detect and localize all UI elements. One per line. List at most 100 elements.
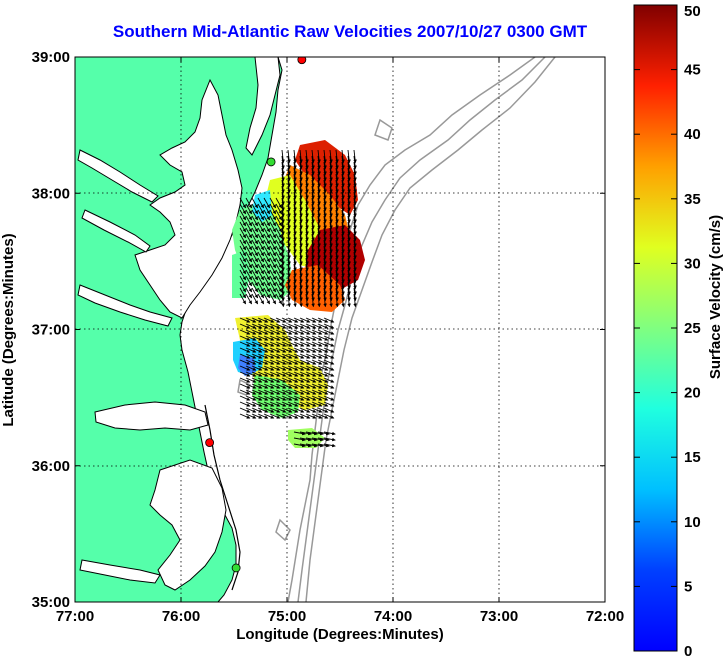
latitude-tick-labels: 39:00 38:00 37:00 36:00 35:00 xyxy=(32,49,70,611)
velocity-vector xyxy=(329,245,333,260)
velocity-vector xyxy=(299,221,303,236)
y-axis-label: Latitude (Degrees:Minutes) xyxy=(0,233,17,426)
velocity-vector xyxy=(257,227,264,239)
velocity-vector xyxy=(347,293,351,308)
velocity-vector xyxy=(323,437,336,442)
velocity-vector xyxy=(299,359,311,365)
velocity-vector xyxy=(329,233,333,248)
velocity-vector xyxy=(257,407,269,413)
velocity-vector xyxy=(341,209,345,224)
velocity-vector xyxy=(293,401,305,407)
velocity-vector xyxy=(239,341,251,347)
velocity-vector xyxy=(347,239,351,254)
velocity-vector xyxy=(263,371,275,377)
velocity-vector xyxy=(269,389,281,395)
velocity-vector xyxy=(275,383,287,389)
velocity-vector xyxy=(287,227,291,242)
velocity-vector xyxy=(257,383,269,389)
velocity-vector xyxy=(299,155,303,170)
velocity-vector xyxy=(299,167,303,182)
velocity-vector xyxy=(275,395,287,401)
velocity-vector xyxy=(269,347,281,353)
velocity-vector xyxy=(305,257,309,272)
velocity-vector xyxy=(287,407,299,413)
velocity-vector xyxy=(251,341,263,347)
lon-tick-label: 74:00 xyxy=(374,608,412,625)
velocity-vector xyxy=(239,227,246,239)
velocity-vector xyxy=(239,257,246,269)
velocity-vector xyxy=(293,191,297,206)
velocity-vector xyxy=(347,221,351,236)
velocity-vector xyxy=(311,329,323,335)
velocity-vector xyxy=(323,371,335,377)
velocity-vector xyxy=(323,383,335,389)
velocity-vector xyxy=(251,401,263,407)
velocity-vector xyxy=(311,407,323,413)
velocity-vector xyxy=(281,377,293,383)
velocity-vector xyxy=(251,239,258,251)
velocity-vector xyxy=(293,407,305,413)
velocity-vector xyxy=(269,335,281,341)
velocity-vector xyxy=(335,215,339,230)
velocity-vector xyxy=(281,413,293,419)
velocity-vector xyxy=(275,203,282,215)
velocity-vector xyxy=(287,281,291,296)
velocity-vector xyxy=(257,293,264,305)
velocity-vector xyxy=(275,371,287,377)
velocity-vector xyxy=(293,281,297,296)
velocity-vector xyxy=(347,287,351,302)
velocity-vector xyxy=(317,323,329,329)
velocity-vector xyxy=(293,335,305,341)
velocity-vector xyxy=(305,383,317,389)
velocity-vector xyxy=(293,149,297,164)
velocity-vector xyxy=(263,341,275,347)
velocity-vector xyxy=(245,275,252,287)
velocity-vector xyxy=(317,197,321,212)
velocity-vector xyxy=(287,365,299,371)
contour-deep-2 xyxy=(305,57,556,602)
velocity-vector xyxy=(299,341,311,347)
velocity-vector xyxy=(239,239,246,251)
velocity-vector xyxy=(263,413,275,419)
velocity-vector xyxy=(281,317,293,323)
velocity-vector xyxy=(263,251,270,263)
velocity-vector xyxy=(323,263,327,278)
velocity-vector xyxy=(317,221,321,236)
velocity-vector xyxy=(305,401,317,407)
velocity-vector xyxy=(245,263,252,275)
velocity-vector xyxy=(299,323,311,329)
velocity-vector xyxy=(299,149,303,164)
velocity-vector xyxy=(293,161,297,176)
colorbar-tick-label: 30 xyxy=(684,255,701,272)
velocity-vector xyxy=(311,185,315,200)
velocity-vector xyxy=(305,203,309,218)
velocity-vector xyxy=(353,209,357,224)
velocity-vector xyxy=(311,239,315,254)
velocity-vector xyxy=(329,215,333,230)
velocity-vector xyxy=(263,401,275,407)
velocity-vector xyxy=(323,233,327,248)
velocity-vector xyxy=(335,203,339,218)
velocity-vector xyxy=(341,215,345,230)
velocity-vector xyxy=(305,347,317,353)
velocity-vector xyxy=(275,365,287,371)
velocity-vector xyxy=(281,239,285,254)
velocity-vector xyxy=(299,251,303,266)
velocity-vector xyxy=(323,365,335,371)
velocity-vector xyxy=(293,215,297,230)
velocity-vector xyxy=(281,215,285,230)
velocity-vector xyxy=(347,161,351,176)
velocity-vector xyxy=(275,401,287,407)
velocity-vector xyxy=(251,395,263,401)
velocity-vector xyxy=(311,263,315,278)
velocity-vector xyxy=(245,359,257,365)
velocity-vector xyxy=(323,329,335,335)
velocity-vector xyxy=(335,263,339,278)
velocity-vector xyxy=(263,275,270,287)
velocity-vector xyxy=(323,317,335,323)
velocity-vector xyxy=(311,275,315,290)
velocity-vector xyxy=(269,395,281,401)
velocity-vector xyxy=(263,239,270,251)
velocity-vector xyxy=(287,215,291,230)
velocity-vector xyxy=(245,383,257,389)
